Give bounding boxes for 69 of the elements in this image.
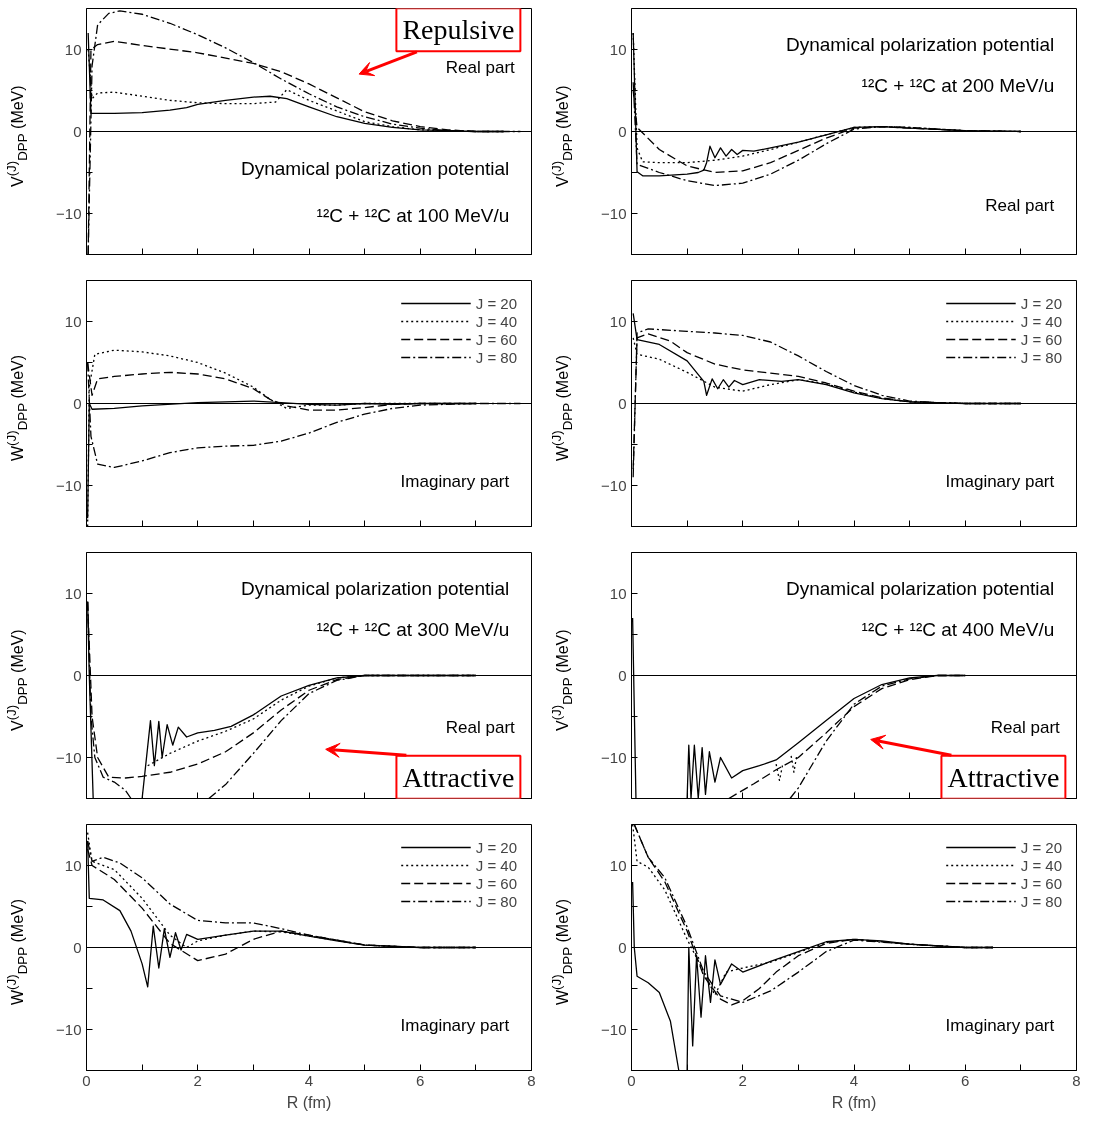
text: Dynamical polarization potential <box>786 34 1055 56</box>
annotation: Imaginary part <box>945 1015 1055 1035</box>
y-tick-label: 10 <box>64 856 82 874</box>
legend-label: J = 40 <box>475 312 517 330</box>
y-tick-label: 10 <box>64 584 82 602</box>
x-axis-title: R (fm) <box>286 1093 332 1111</box>
legend-label: J = 60 <box>1020 874 1062 892</box>
text: Dynamical polarization potential <box>786 578 1055 600</box>
x-axis-title: R (fm) <box>831 1093 877 1111</box>
annotation: Imaginary part <box>400 471 510 491</box>
legend-label: J = 80 <box>475 892 517 910</box>
legend-label: J = 60 <box>475 330 517 348</box>
y-tick-label: 0 <box>618 938 627 956</box>
x-tick-label: 6 <box>416 1071 425 1089</box>
y-tick-label: 0 <box>618 122 627 140</box>
legend-label: J = 20 <box>475 838 517 856</box>
annotation: Repulsive <box>402 14 515 46</box>
y-tick-label: 0 <box>73 122 82 140</box>
x-tick-label: 8 <box>527 1071 536 1089</box>
y-tick-label: 0 <box>73 666 82 684</box>
y-tick-label: −10 <box>56 1020 82 1038</box>
annotation: Real part <box>985 195 1055 215</box>
x-tick-label: 2 <box>193 1071 202 1089</box>
text: Dynamical polarization potential <box>241 157 510 179</box>
legend-label: J = 60 <box>1020 330 1062 348</box>
legend-label: J = 20 <box>1020 294 1062 312</box>
legend-label: J = 80 <box>475 348 517 366</box>
x-tick-label: 8 <box>1072 1071 1081 1089</box>
x-tick-label: 4 <box>849 1071 859 1089</box>
text: ¹²C + ¹²C at 100 MeV/u <box>316 204 510 226</box>
y-tick-label: 10 <box>609 312 627 330</box>
legend-label: J = 40 <box>1020 312 1062 330</box>
legend-label: J = 80 <box>1020 892 1062 910</box>
y-tick-label: 0 <box>73 394 82 412</box>
x-tick-label: 4 <box>304 1071 314 1089</box>
legend-label: J = 40 <box>1020 856 1062 874</box>
y-tick-label: −10 <box>56 748 82 766</box>
legend-label: J = 80 <box>1020 348 1062 366</box>
legend-label: J = 20 <box>475 294 517 312</box>
annotation: Imaginary part <box>945 471 1055 491</box>
y-tick-label: −10 <box>56 204 82 222</box>
annotation: Attractive <box>947 761 1060 793</box>
text: ¹²C + ¹²C at 400 MeV/u <box>861 619 1055 641</box>
y-tick-label: −10 <box>601 476 627 494</box>
annotation: Real part <box>990 717 1061 737</box>
y-tick-label: 10 <box>64 312 82 330</box>
x-tick-label: 6 <box>961 1071 970 1089</box>
y-tick-label: 0 <box>618 666 627 684</box>
legend-label: J = 60 <box>475 874 517 892</box>
y-tick-label: 10 <box>609 856 627 874</box>
legend-label: J = 40 <box>475 856 517 874</box>
annotation: Real part <box>445 58 516 78</box>
y-tick-label: 10 <box>64 40 82 58</box>
text: Dynamical polarization potential <box>241 578 510 600</box>
y-tick-label: −10 <box>601 748 627 766</box>
legend-label: J = 20 <box>1020 838 1062 856</box>
text: ¹²C + ¹²C at 200 MeV/u <box>861 75 1055 97</box>
y-tick-label: 10 <box>609 584 627 602</box>
y-tick-label: −10 <box>56 476 82 494</box>
annotation: Attractive <box>402 761 515 793</box>
y-tick-label: 0 <box>618 394 627 412</box>
annotation: Imaginary part <box>400 1015 510 1035</box>
y-tick-label: 10 <box>609 40 627 58</box>
y-tick-label: −10 <box>601 1020 627 1038</box>
x-tick-label: 2 <box>738 1071 747 1089</box>
annotation: Real part <box>445 717 516 737</box>
text: ¹²C + ¹²C at 300 MeV/u <box>316 619 510 641</box>
y-tick-label: −10 <box>601 204 627 222</box>
y-tick-label: 0 <box>73 938 82 956</box>
